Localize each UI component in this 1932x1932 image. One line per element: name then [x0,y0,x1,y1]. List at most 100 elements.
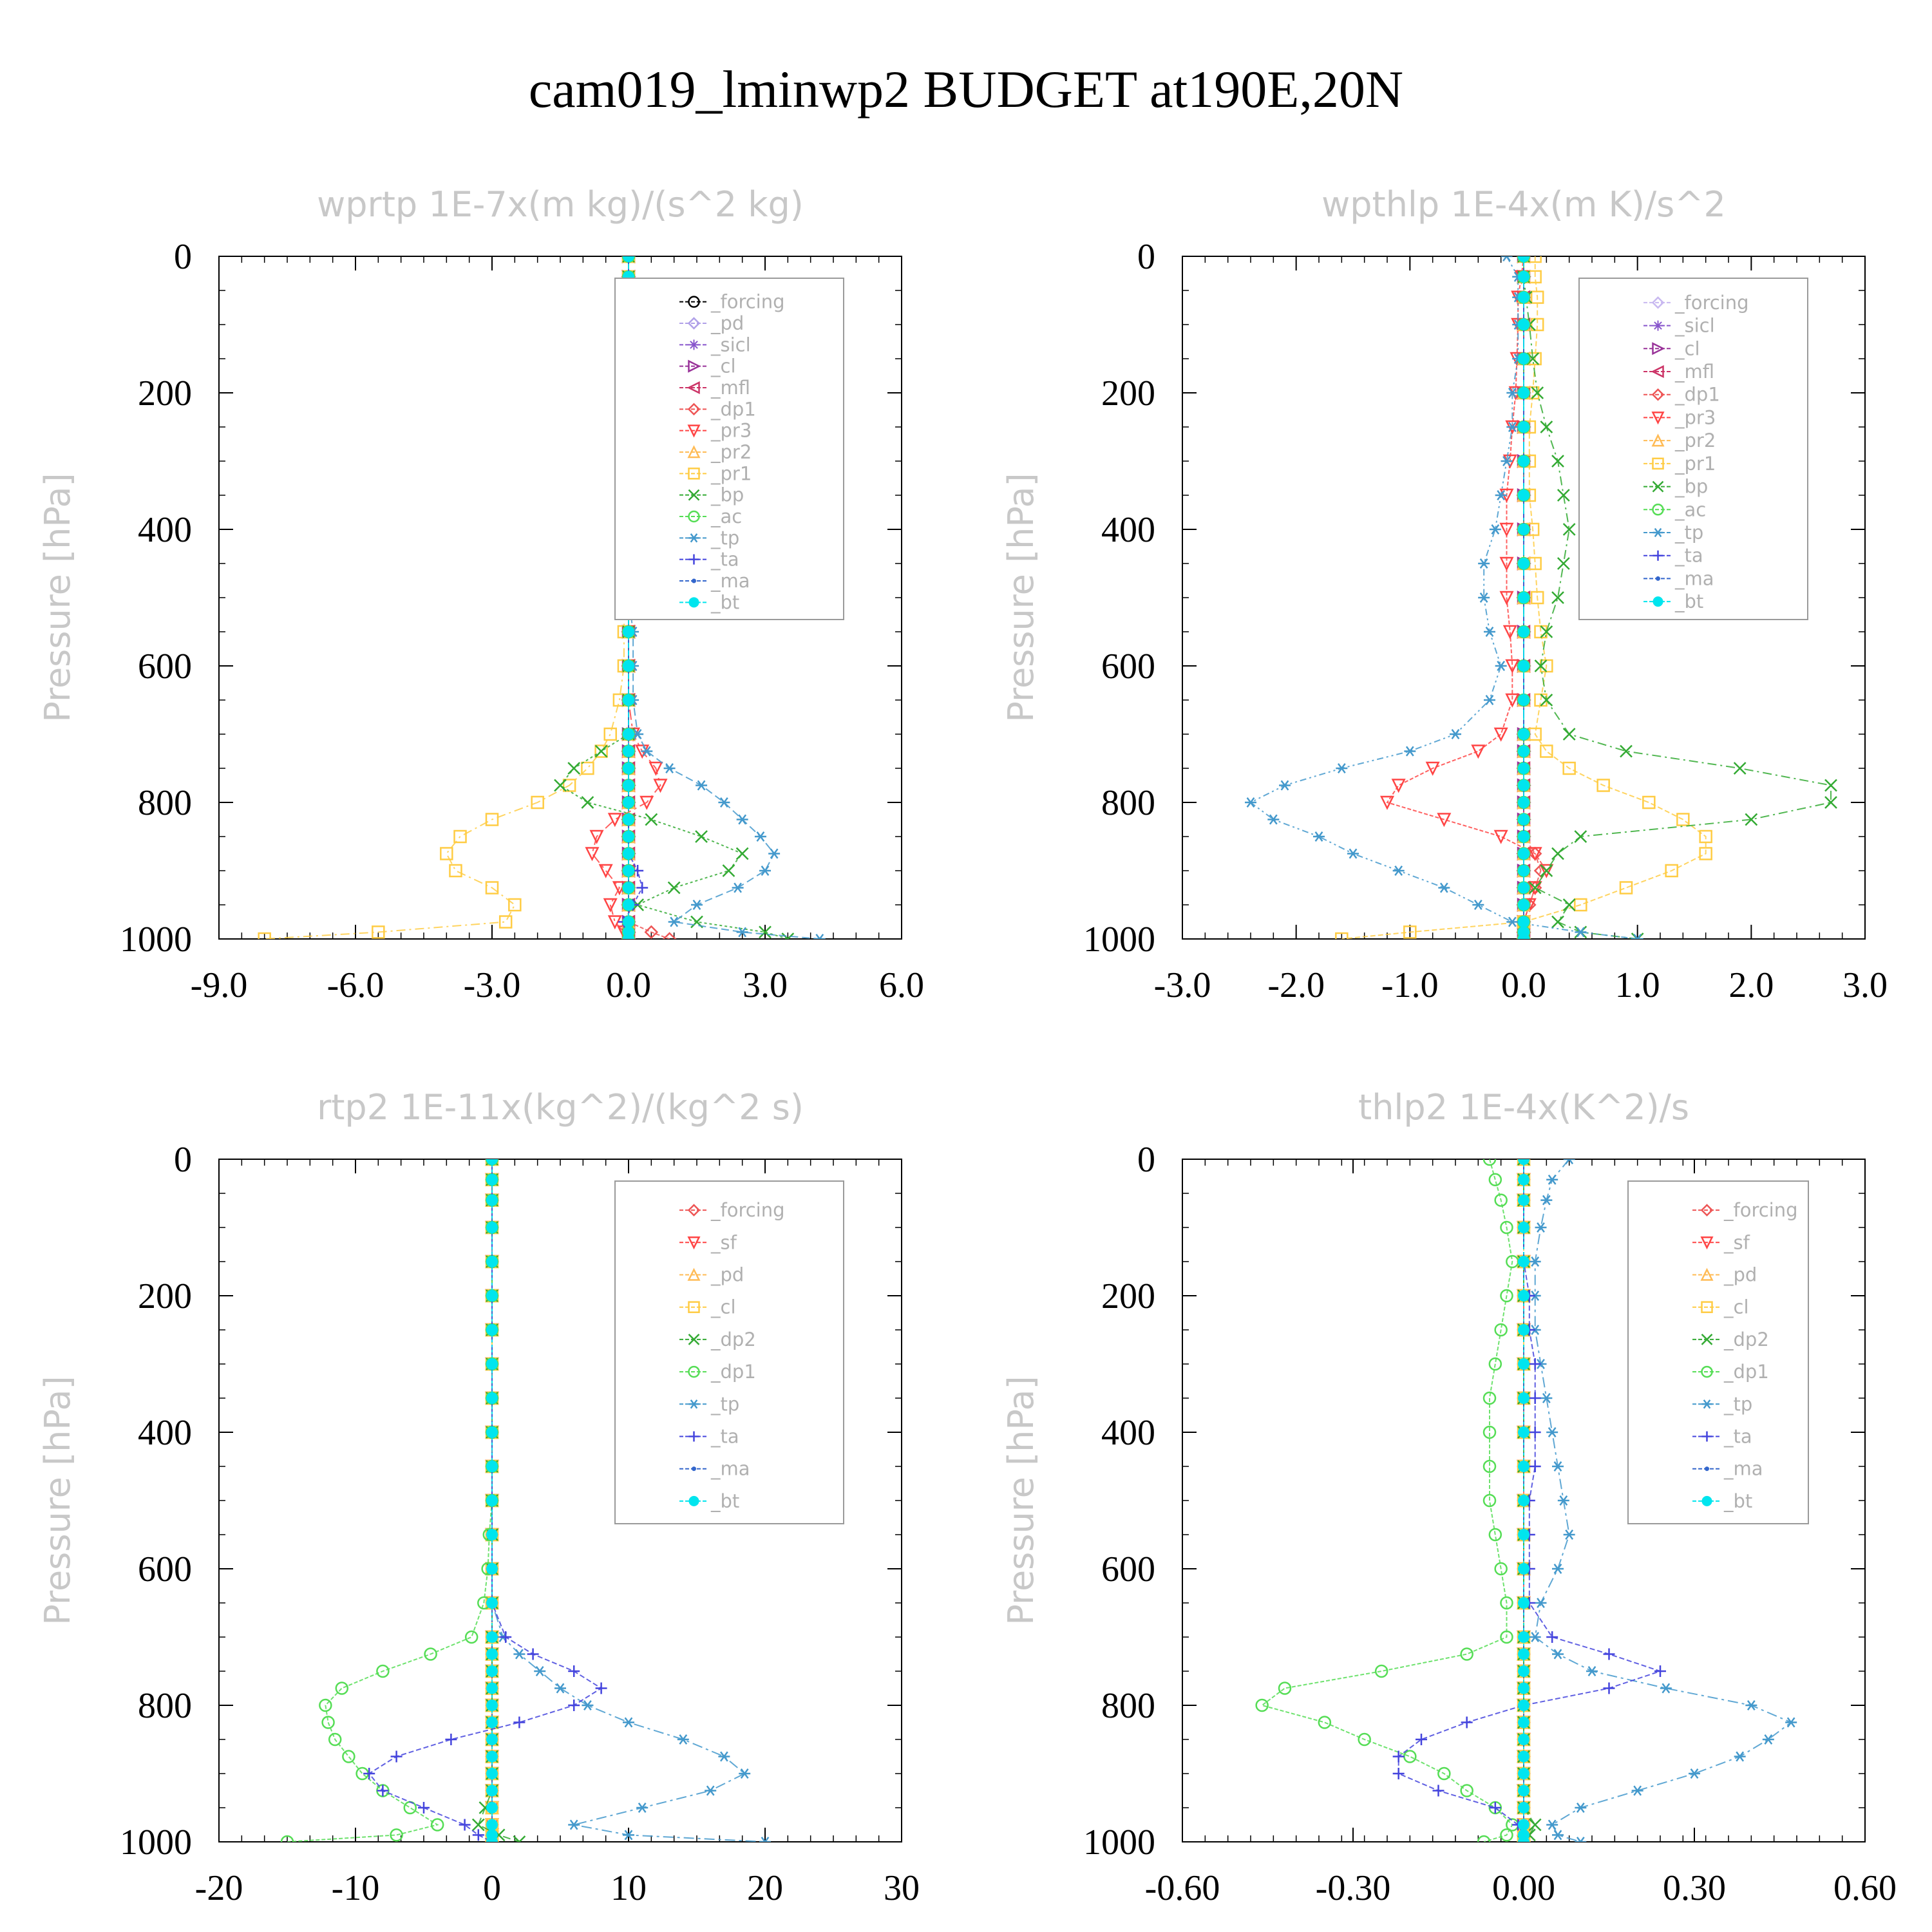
legend-label: _bt [710,591,739,613]
legend-marker [1701,1365,1713,1378]
legend-label: _ac [710,506,742,527]
data-point [1603,1648,1615,1660]
legend-label: _tp [1723,1393,1752,1415]
legend-marker [1701,1334,1713,1345]
legend-label: _forcing [710,291,785,313]
data-point [1460,1647,1473,1661]
data-point [1518,1358,1530,1370]
data-point [623,745,634,757]
legend-marker [1701,1495,1712,1506]
y-tick-label: 600 [1101,1549,1155,1589]
legend-marker [1652,457,1664,470]
data-point [1403,925,1417,939]
data-point [1518,762,1530,774]
legend: _forcing _sf _pd _cl _dp2 _dp1 _tp _ta _ma _bt [1627,1180,1809,1524]
data-point [1562,761,1576,775]
y-tick-label: 400 [1101,1413,1155,1453]
data-point [527,1648,539,1660]
x-tick-label: 20 [747,1868,783,1908]
data-point [1575,1803,1587,1813]
legend-label: _ta [710,549,739,571]
figure-title: cam019_lminwp2 BUDGET at190E,20N [528,60,1404,118]
data-point [513,1716,526,1728]
data-point [1552,1564,1564,1574]
data-point [1518,899,1530,911]
legend-box [614,1180,844,1524]
data-point [1562,523,1576,536]
legend-item: _pr1 [679,462,752,484]
data-point [486,1700,498,1711]
legend-label: _sf [1723,1231,1750,1253]
legend-box [1627,1180,1809,1524]
legend-marker [688,339,699,350]
data-point [1502,625,1517,639]
data-point [1500,1630,1513,1644]
data-point [1518,1529,1530,1540]
x-tick-label: -1.0 [1381,965,1439,1005]
legend-item: _cl [679,1296,736,1318]
panel-title: thlp2 1E-4x(K^2)/s [1358,1087,1689,1128]
data-point [1603,1682,1615,1694]
legend-marker [688,554,699,565]
legend-item: _ta [1692,1426,1752,1448]
data-point [486,1324,498,1336]
data-point [1495,490,1507,500]
data-point [623,728,634,740]
legend-label: _ma [710,1458,750,1480]
data-point [1824,796,1837,809]
data-point [1631,934,1643,939]
data-point [500,1631,512,1643]
data-point [623,694,634,706]
data-point [486,1159,498,1165]
legend-marker [688,510,700,523]
data-point [623,797,634,808]
y-axis-label: Pressure [hPa] [37,1376,78,1625]
data-point [759,866,771,876]
data-point [1518,1836,1530,1842]
data-point [1734,1751,1746,1762]
data-point [1546,1174,1558,1185]
series-pr1 [258,256,636,939]
legend-label: _ta [1674,545,1703,567]
x-tick-label: 0.0 [606,965,651,1005]
y-tick-label: 400 [138,1413,192,1453]
legend-label: _ma [710,570,750,592]
data-point [1518,1290,1530,1302]
y-tick-label: 1000 [1083,1823,1155,1862]
data-point [498,915,513,929]
data-point [1563,1159,1575,1164]
data-point [486,1597,498,1609]
data-point [623,813,634,826]
data-point [696,780,708,791]
data-point [486,1716,498,1728]
legend-label: _mfl [1674,361,1714,383]
panel-title: wprtp 1E-7x(m kg)/(s^2 kg) [317,184,804,225]
data-point [623,1717,634,1728]
legend-marker [687,402,701,416]
legend-label: _pd [710,1264,744,1286]
series-dp1 [280,1159,499,1842]
data-point [486,1682,498,1694]
y-tick-label: 600 [1101,647,1155,687]
legend-item: _dp1 [679,1361,756,1383]
data-point [623,660,634,672]
data-point [1347,848,1359,859]
data-point [1540,694,1553,706]
data-point [1460,1784,1473,1797]
data-point [1518,1392,1530,1404]
y-tick-label: 1000 [120,920,192,960]
legend-label: _pd [1723,1264,1757,1286]
data-point [1518,1819,1530,1831]
data-point [1494,1193,1508,1207]
legend-label: _forcing [710,1199,785,1221]
x-tick-label: -0.60 [1145,1868,1220,1908]
legend-item: _cl [1643,337,1700,359]
y-tick-label: 0 [174,237,192,277]
data-point [1518,1631,1530,1643]
data-point [1450,729,1461,739]
legend-marker [687,1204,701,1217]
data-point [1488,1528,1502,1542]
legend-label: _cl [1723,1296,1749,1318]
data-point [1518,1256,1530,1267]
